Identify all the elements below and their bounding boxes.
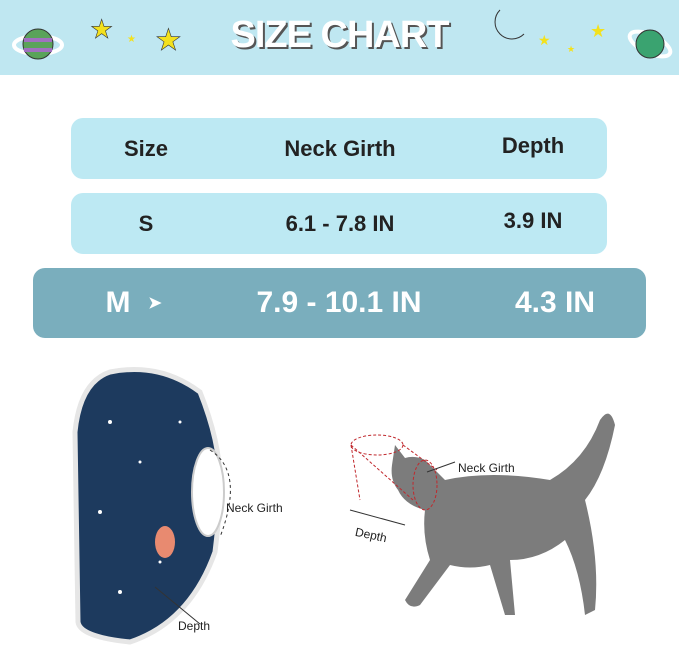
moon-icon <box>494 9 525 40</box>
cat-neck-girth-label: Neck Girth <box>458 461 515 475</box>
column-header-depth: Depth <box>501 132 565 158</box>
svg-text:★: ★ <box>538 32 551 48</box>
neck-girth-cell: 6.1 - 7.8 IN <box>285 210 395 236</box>
star-icon: ★ ★ ★ <box>538 21 606 54</box>
header-band <box>0 0 679 75</box>
svg-text:★: ★ <box>567 44 575 54</box>
cone-depth-label: Depth <box>178 619 211 633</box>
star-icon: ★ ★ ★ <box>90 14 183 58</box>
planet-icon <box>627 29 673 59</box>
cat-illustration <box>349 413 615 615</box>
depth-cell: 3.9 IN <box>503 207 563 233</box>
arrow-icon: ➤ <box>148 295 162 312</box>
planet-icon <box>12 28 64 60</box>
svg-text:★: ★ <box>155 24 182 57</box>
svg-text:★: ★ <box>90 14 113 44</box>
cone-neck-girth-label: Neck Girth <box>226 501 283 515</box>
size-cell: M <box>105 286 131 319</box>
size-cell: S <box>138 210 154 236</box>
table-row: S 6.1 - 7.8 IN 3.9 IN <box>71 193 607 254</box>
column-header-neck-girth: Neck Girth <box>284 135 396 161</box>
svg-text:★: ★ <box>127 34 136 45</box>
table-row-highlighted: M ➤ 7.9 - 10.1 IN 4.3 IN <box>33 268 646 338</box>
svg-text:★: ★ <box>590 21 606 41</box>
neck-girth-cell: 7.9 - 10.1 IN <box>256 286 422 319</box>
table-header-row: Size Neck Girth Depth <box>71 118 607 179</box>
cone-collar-illustration <box>72 367 231 645</box>
page-title: SIZE CHART <box>230 14 450 56</box>
depth-cell: 4.3 IN <box>514 286 596 319</box>
column-header-size: Size <box>123 135 169 161</box>
